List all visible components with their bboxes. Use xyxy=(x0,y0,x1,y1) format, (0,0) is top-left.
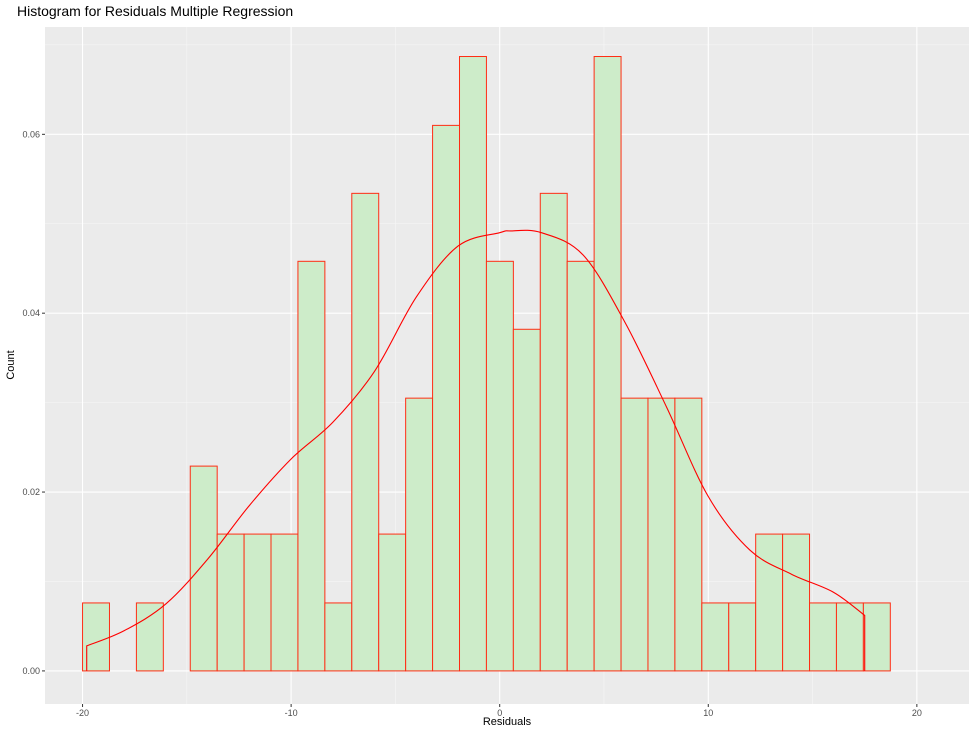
histogram-bar xyxy=(432,124,461,672)
y-axis-ticks: 0.00 0.02 0.04 0.06 xyxy=(22,129,45,676)
histogram-bar xyxy=(782,533,811,672)
histogram-bar xyxy=(809,602,837,672)
histogram-bar xyxy=(728,602,757,672)
histogram-bar xyxy=(835,602,864,672)
histogram-bar xyxy=(135,602,164,672)
histogram-bar xyxy=(566,260,595,672)
x-tick-label: 0 xyxy=(497,708,502,718)
histogram-bars xyxy=(82,56,891,672)
y-tick-label: 0.02 xyxy=(22,487,40,497)
histogram-bar xyxy=(405,397,434,672)
histogram-bar xyxy=(378,533,407,672)
chart-title: Histogram for Residuals Multiple Regress… xyxy=(17,3,294,19)
histogram-bar xyxy=(216,533,245,672)
histogram-bar xyxy=(270,533,299,672)
histogram-bar xyxy=(593,56,622,672)
x-tick-label: -10 xyxy=(285,708,298,718)
histogram-bar xyxy=(647,397,676,672)
histogram-bar xyxy=(755,533,784,672)
histogram-bar xyxy=(674,397,703,672)
y-tick-label: 0.06 xyxy=(22,129,40,139)
x-tick-label: 20 xyxy=(912,708,922,718)
x-tick-label: 10 xyxy=(703,708,713,718)
y-tick-label: 0.00 xyxy=(22,666,40,676)
y-tick-label: 0.04 xyxy=(22,308,40,318)
x-axis-title: Residuals xyxy=(483,716,532,728)
x-axis-ticks: -20 -10 0 10 20 xyxy=(76,704,922,718)
histogram-bar xyxy=(324,602,353,672)
histogram-bar xyxy=(351,192,380,672)
histogram-bar xyxy=(862,602,891,672)
histogram-bar xyxy=(297,260,326,672)
density-curve xyxy=(86,229,866,671)
histogram-bar xyxy=(512,328,541,672)
histogram-bar xyxy=(243,533,272,672)
y-axis-title: Count xyxy=(5,350,17,379)
histogram-bar xyxy=(459,56,487,672)
x-tick-label: -20 xyxy=(76,708,89,718)
histogram-bar xyxy=(701,602,730,672)
histogram-bar xyxy=(539,192,568,672)
histogram-bar xyxy=(620,397,649,672)
histogram-bar xyxy=(189,465,218,672)
histogram-bar xyxy=(485,260,514,672)
